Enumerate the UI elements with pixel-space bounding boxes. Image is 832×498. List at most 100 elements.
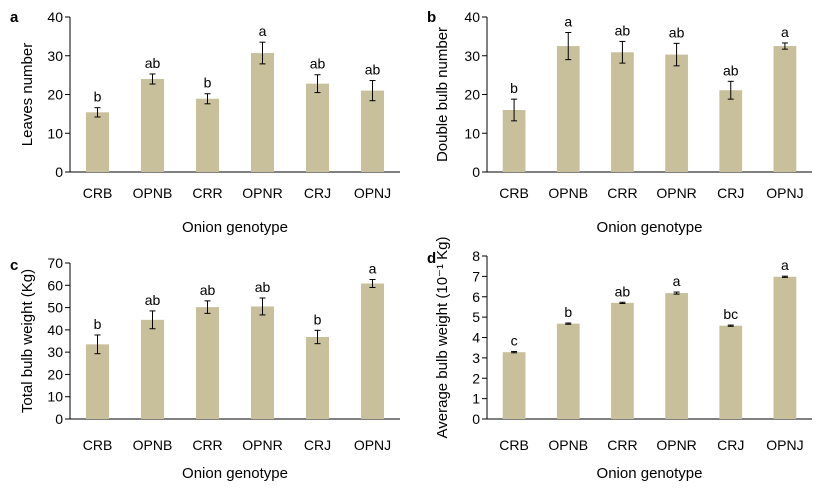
significance-letter: b bbox=[510, 80, 518, 96]
bar bbox=[611, 52, 634, 173]
y-tick-label: 10 bbox=[464, 125, 480, 141]
y-tick-label: 0 bbox=[55, 164, 63, 180]
y-tick-label: 1 bbox=[472, 391, 480, 407]
panel-letter: d bbox=[427, 250, 436, 267]
significance-letter: a bbox=[781, 257, 789, 273]
y-tick-label: 20 bbox=[47, 87, 63, 103]
bar bbox=[556, 46, 580, 172]
y-tick-label: 0 bbox=[472, 164, 480, 180]
y-tick-label: 3 bbox=[472, 350, 480, 366]
bar bbox=[502, 352, 526, 419]
significance-letter: b bbox=[314, 311, 322, 327]
category-label: CRB bbox=[83, 437, 113, 453]
bar bbox=[305, 83, 330, 172]
y-tick-label: 2 bbox=[472, 370, 480, 386]
bar bbox=[195, 98, 220, 172]
significance-letter: ab bbox=[365, 62, 381, 78]
category-label: CRR bbox=[607, 437, 637, 453]
y-tick-label: 10 bbox=[47, 125, 63, 141]
category-label: CRR bbox=[192, 437, 222, 453]
panel-d: d 0 1 2 3 4 5 6 7 8 c CRB b OPNB ab CRR a OPNR bc CRJ a OPNJ O… bbox=[427, 237, 812, 482]
category-label: OPNJ bbox=[766, 437, 803, 453]
category-label: CRR bbox=[607, 185, 637, 201]
bar bbox=[140, 319, 165, 419]
bar bbox=[360, 283, 385, 419]
significance-letter: b bbox=[564, 304, 572, 320]
y-tick-label: 30 bbox=[464, 48, 480, 64]
category-label: CRB bbox=[499, 185, 529, 201]
significance-letter: bc bbox=[723, 306, 738, 322]
panel-letter: a bbox=[10, 9, 19, 26]
y-axis-title: Total bulb weight (Kg) bbox=[19, 269, 36, 413]
category-label: OPNR bbox=[656, 185, 696, 201]
category-label: OPNJ bbox=[354, 185, 391, 201]
bar bbox=[719, 90, 743, 172]
category-label: OPNJ bbox=[354, 437, 391, 453]
category-label: CRR bbox=[192, 185, 222, 201]
bar bbox=[85, 344, 110, 419]
bar bbox=[719, 325, 743, 419]
significance-letter: b bbox=[94, 316, 102, 332]
y-axis-title: Leaves number bbox=[19, 43, 36, 146]
bar bbox=[773, 46, 797, 172]
category-label: CRB bbox=[83, 185, 113, 201]
category-label: CRJ bbox=[304, 437, 331, 453]
significance-letter: a bbox=[781, 24, 789, 40]
y-tick-label: 60 bbox=[47, 277, 63, 293]
bar bbox=[85, 112, 110, 172]
significance-letter: a bbox=[673, 273, 681, 289]
bar bbox=[305, 336, 330, 419]
significance-letter: ab bbox=[145, 55, 161, 71]
category-label: OPNB bbox=[133, 185, 173, 201]
bar bbox=[556, 323, 580, 419]
significance-letter: ab bbox=[255, 279, 271, 295]
panel-letter: b bbox=[427, 9, 436, 26]
bar bbox=[611, 302, 634, 419]
significance-letter: b bbox=[204, 75, 212, 91]
x-axis-title: Onion genotype bbox=[597, 465, 703, 482]
bar bbox=[250, 306, 275, 419]
y-tick-label: 40 bbox=[47, 9, 63, 25]
x-axis-title: Onion genotype bbox=[182, 219, 288, 236]
category-label: OPNB bbox=[548, 437, 588, 453]
significance-letter: ab bbox=[200, 282, 216, 298]
significance-letter: ab bbox=[310, 56, 326, 72]
y-tick-label: 20 bbox=[47, 366, 63, 382]
significance-letter: c bbox=[511, 333, 518, 349]
y-tick-label: 40 bbox=[47, 322, 63, 338]
y-tick-label: 8 bbox=[472, 248, 480, 264]
bar bbox=[360, 90, 385, 172]
x-axis-title: Onion genotype bbox=[597, 219, 703, 236]
panel-b: b 0 10 20 30 40 b CRB a OPNB ab CRR ab OPNR ab CRJ a OPNJ… bbox=[427, 9, 812, 236]
y-axis-title: Double bulb number bbox=[434, 27, 451, 162]
y-tick-label: 20 bbox=[464, 87, 480, 103]
significance-letter: a bbox=[259, 23, 267, 39]
category-label: OPNR bbox=[242, 185, 282, 201]
panel-letter: c bbox=[10, 257, 18, 274]
significance-letter: b bbox=[94, 89, 102, 105]
x-axis-title: Onion genotype bbox=[182, 465, 288, 482]
category-label: OPNR bbox=[242, 437, 282, 453]
category-label: CRJ bbox=[717, 437, 744, 453]
category-label: OPNB bbox=[133, 437, 173, 453]
y-axis-title: Average bulb weight (10⁻¹ Kg) bbox=[434, 237, 451, 439]
bar bbox=[773, 276, 797, 419]
panel-c: c 0 10 20 30 40 50 60 70 b CRB ab OPNB ab CRR ab OPNR b CR… bbox=[10, 255, 400, 482]
significance-letter: ab bbox=[723, 62, 739, 78]
y-tick-label: 0 bbox=[55, 411, 63, 427]
bar bbox=[665, 293, 688, 419]
bar bbox=[502, 110, 526, 172]
category-label: OPNB bbox=[548, 185, 588, 201]
y-tick-label: 7 bbox=[472, 268, 480, 284]
significance-letter: ab bbox=[669, 24, 685, 40]
y-tick-label: 30 bbox=[47, 48, 63, 64]
category-label: OPNJ bbox=[766, 185, 803, 201]
category-label: CRB bbox=[499, 437, 529, 453]
y-tick-label: 30 bbox=[47, 344, 63, 360]
bar bbox=[250, 53, 275, 172]
y-tick-label: 0 bbox=[472, 411, 480, 427]
significance-letter: ab bbox=[615, 283, 631, 299]
significance-letter: a bbox=[564, 14, 572, 30]
significance-letter: ab bbox=[615, 22, 631, 38]
